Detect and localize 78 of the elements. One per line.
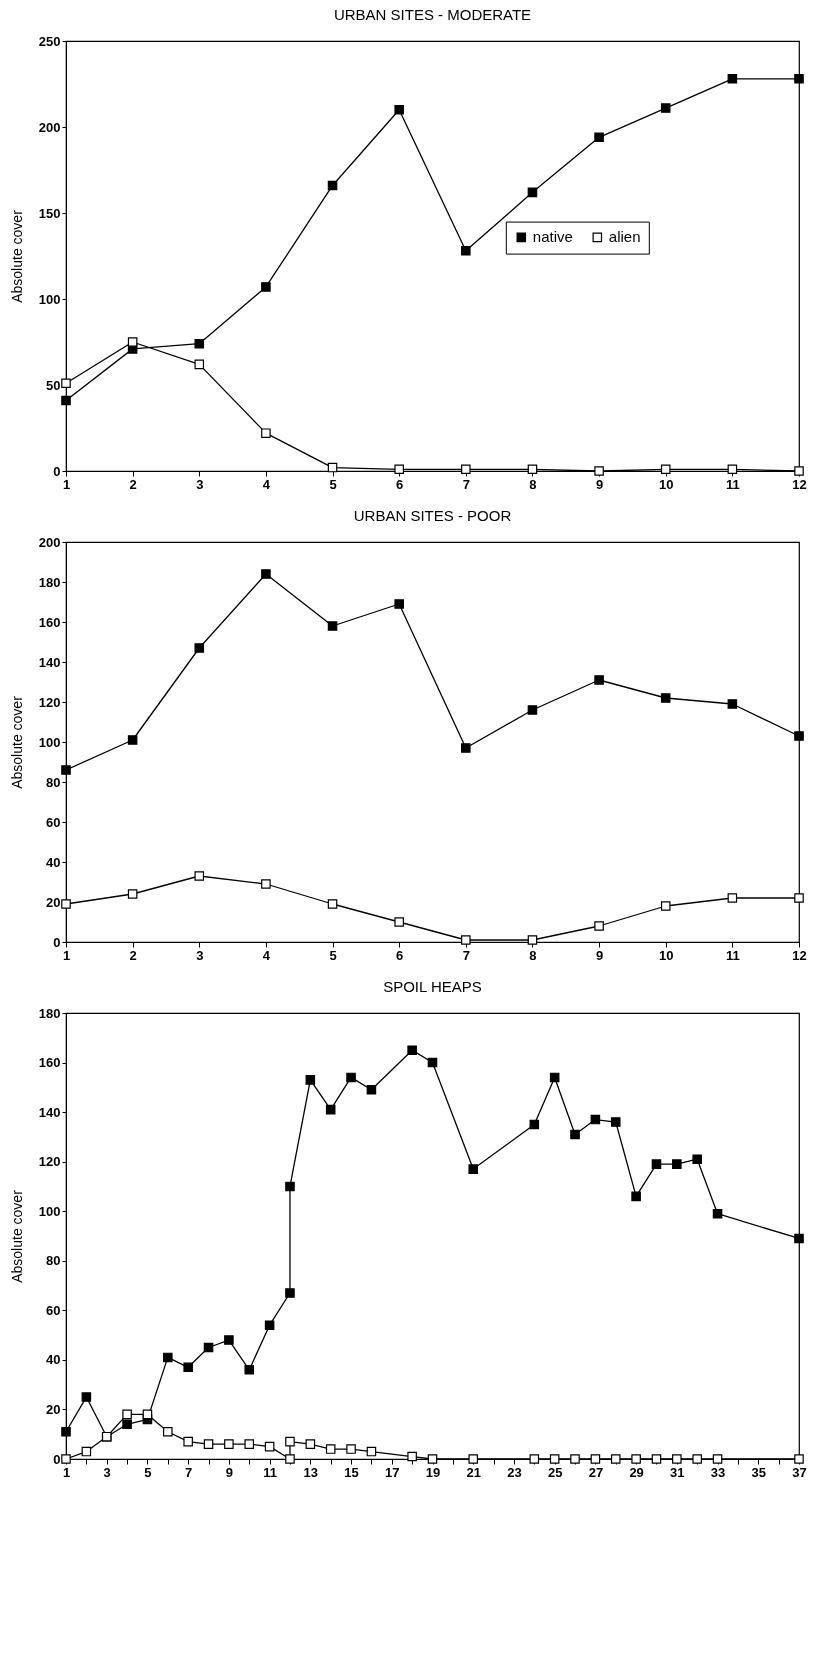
y-tick-label: 20 (46, 894, 61, 910)
x-tick-label: 3 (196, 947, 204, 963)
x-tick-label: 10 (658, 476, 674, 492)
y-tick-label: 200 (38, 119, 61, 135)
x-tick-label: 5 (144, 1464, 152, 1480)
y-tick-label: 100 (38, 734, 61, 750)
x-tick-label: 11 (725, 947, 740, 963)
x-tick-label: 11 (725, 476, 740, 492)
y-tick-label: 160 (38, 614, 61, 630)
x-tick-label: 11 (263, 1464, 277, 1480)
y-tick-label: 200 (38, 534, 61, 550)
x-tick-label: 25 (547, 1464, 563, 1480)
y-tick-label: 40 (46, 1352, 61, 1368)
x-tick-label: 4 (262, 947, 271, 963)
x-tick-label: 2 (129, 947, 137, 963)
y-tick-label: 80 (46, 1253, 61, 1269)
x-tick-label: 2 (129, 476, 137, 492)
x-tick-label: 21 (466, 1464, 481, 1480)
x-tick-label: 5 (329, 947, 337, 963)
chart-title: URBAN SITES - POOR (353, 507, 512, 524)
y-tick-label: 80 (46, 774, 61, 790)
x-tick-label: 17 (385, 1464, 400, 1480)
x-tick-label: 6 (396, 947, 404, 963)
x-tick-label: 19 (425, 1464, 441, 1480)
x-tick-label: 31 (670, 1464, 685, 1480)
y-tick-label: 140 (38, 1104, 61, 1120)
chart-title: URBAN SITES - MODERATE (333, 6, 532, 23)
legend-label: alien (608, 228, 641, 246)
y-tick-label: 50 (46, 377, 61, 393)
y-axis-title: Absolute cover (8, 695, 25, 789)
x-tick-label: 9 (595, 947, 604, 963)
y-tick-label: 140 (38, 654, 61, 670)
y-tick-label: 100 (38, 1203, 61, 1219)
y-tick-label: 0 (53, 1451, 61, 1467)
x-tick-label: 1 (62, 947, 71, 963)
x-tick-label: 10 (658, 947, 674, 963)
x-tick-label: 37 (792, 1464, 807, 1480)
y-axis-title: Absolute cover (8, 209, 25, 303)
y-tick-label: 100 (38, 291, 61, 307)
x-tick-label: 3 (196, 476, 204, 492)
x-tick-label: 29 (629, 1464, 644, 1480)
y-tick-label: 40 (46, 854, 61, 870)
x-tick-label: 3 (103, 1464, 111, 1480)
y-tick-label: 60 (46, 1302, 61, 1318)
x-tick-label: 5 (329, 476, 337, 492)
y-tick-label: 250 (38, 33, 61, 49)
x-tick-label: 7 (185, 1464, 193, 1480)
y-tick-label: 150 (38, 205, 61, 221)
x-tick-label: 8 (529, 947, 537, 963)
x-tick-label: 7 (462, 476, 470, 492)
x-tick-label: 35 (751, 1464, 767, 1480)
chart-title: SPOIL HEAPS (383, 978, 482, 995)
y-tick-label: 120 (38, 694, 61, 710)
x-tick-label: 13 (303, 1464, 319, 1480)
x-tick-label: 7 (462, 947, 470, 963)
y-tick-label: 60 (46, 814, 61, 830)
y-tick-label: 160 (38, 1055, 61, 1071)
y-axis-title: Absolute cover (8, 1189, 25, 1283)
y-tick-label: 0 (53, 934, 61, 950)
x-tick-label: 9 (595, 476, 604, 492)
x-tick-label: 33 (710, 1464, 726, 1480)
x-tick-label: 12 (792, 476, 807, 492)
x-tick-label: 6 (396, 476, 404, 492)
y-tick-label: 180 (38, 574, 61, 590)
x-tick-label: 8 (529, 476, 537, 492)
y-tick-label: 120 (38, 1154, 61, 1170)
legend-label: native (532, 228, 573, 246)
x-tick-label: 1 (62, 1464, 71, 1480)
x-tick-label: 1 (62, 476, 71, 492)
y-tick-label: 20 (46, 1401, 61, 1417)
x-tick-label: 27 (588, 1464, 604, 1480)
y-tick-label: 0 (53, 463, 61, 479)
x-tick-label: 9 (225, 1464, 234, 1480)
x-tick-label: 15 (344, 1464, 359, 1480)
x-tick-label: 4 (262, 476, 271, 492)
y-tick-label: 180 (38, 1005, 61, 1021)
x-tick-label: 12 (792, 947, 807, 963)
x-tick-label: 23 (507, 1464, 522, 1480)
